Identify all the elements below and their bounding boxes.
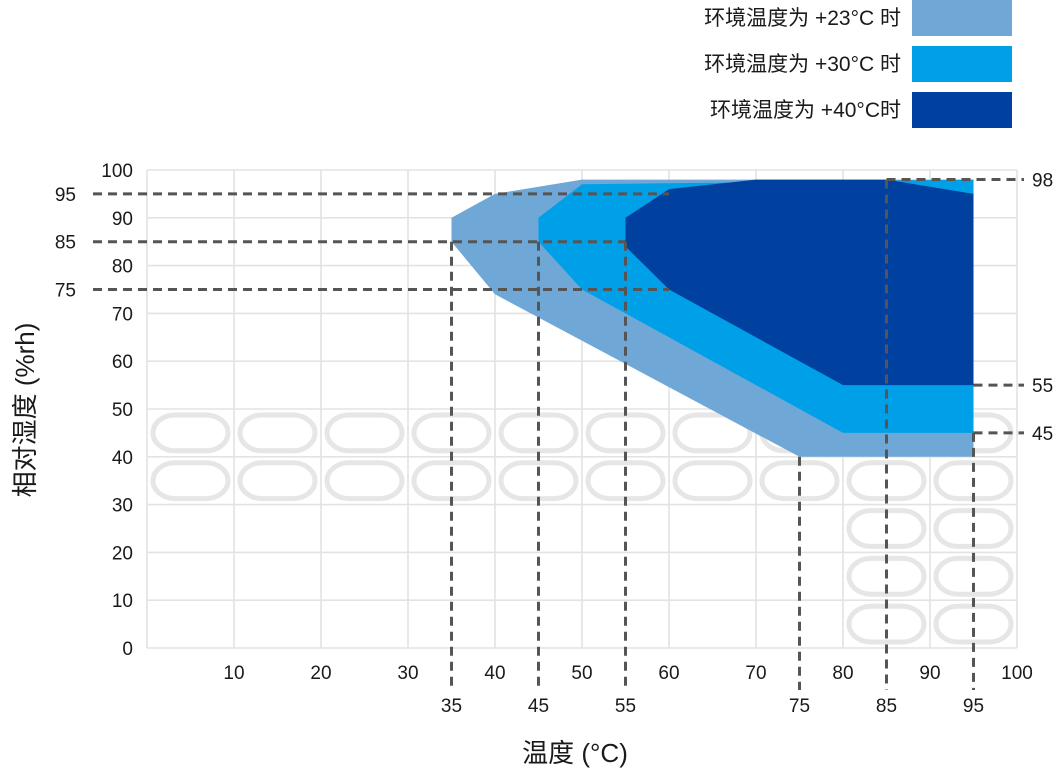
legend-label: 环境温度为 +40°C时: [710, 99, 901, 122]
y-tick-label: 10: [112, 591, 133, 612]
reference-label: 55: [1032, 376, 1053, 397]
texture-cell: [150, 460, 231, 502]
y-tick-label: 60: [112, 352, 133, 373]
x-tick-label: 20: [310, 663, 331, 684]
reference-label: 98: [1032, 171, 1053, 192]
x-tick-label: 80: [832, 663, 853, 684]
x-tick-label: 60: [658, 663, 679, 684]
reference-label: 35: [441, 696, 462, 717]
x-tick-label: 10: [223, 663, 244, 684]
texture-cell: [324, 460, 405, 502]
y-tick-label: 20: [112, 543, 133, 564]
y-tick-label: 0: [122, 639, 133, 660]
texture-cell: [237, 460, 318, 502]
legend-swatch: [912, 0, 1012, 36]
reference-lines: 95 85 75 98 55 45 35 45 55 75 85 95: [55, 171, 1053, 717]
texture-cell: [150, 412, 231, 454]
x-axis-title: 温度 (°C): [522, 738, 628, 768]
reference-label: 75: [789, 696, 810, 717]
legend-label: 环境温度为 +30°C 时: [704, 53, 901, 76]
y-tick-label: 70: [112, 304, 133, 325]
texture-cell: [237, 412, 318, 454]
reference-label: 45: [1032, 424, 1053, 445]
reference-label: 75: [55, 281, 76, 302]
reference-label: 85: [876, 696, 897, 717]
legend-swatch: [912, 92, 1012, 128]
y-tick-label: 80: [112, 257, 133, 278]
x-tick-label: 50: [571, 663, 592, 684]
x-tick-label: 40: [484, 663, 505, 684]
y-tick-label: 40: [112, 448, 133, 469]
legend-label: 环境温度为 +23°C 时: [704, 7, 901, 30]
reference-label: 95: [55, 185, 76, 206]
x-tick-label: 90: [919, 663, 940, 684]
x-tick-label: 70: [745, 663, 766, 684]
reference-label: 45: [528, 696, 549, 717]
y-tick-label: 100: [101, 161, 133, 182]
axis-ticks: 0 10 20 30 40 50 60 70 80 90 100 10 20 30 40 50 60 70 80 90…: [101, 161, 1033, 684]
x-tick-label: 100: [1001, 663, 1033, 684]
y-axis-title: 相对湿度 (%rh): [10, 323, 40, 498]
y-tick-label: 50: [112, 400, 133, 421]
texture-cell: [672, 412, 753, 454]
reference-label: 55: [615, 696, 636, 717]
texture-cell: [324, 412, 405, 454]
reference-label: 85: [55, 233, 76, 254]
x-tick-label: 30: [397, 663, 418, 684]
reference-label: 95: [963, 696, 984, 717]
texture-cell: [672, 460, 753, 502]
legend-swatch: [912, 46, 1012, 82]
y-tick-label: 30: [112, 496, 133, 517]
y-tick-label: 90: [112, 209, 133, 230]
